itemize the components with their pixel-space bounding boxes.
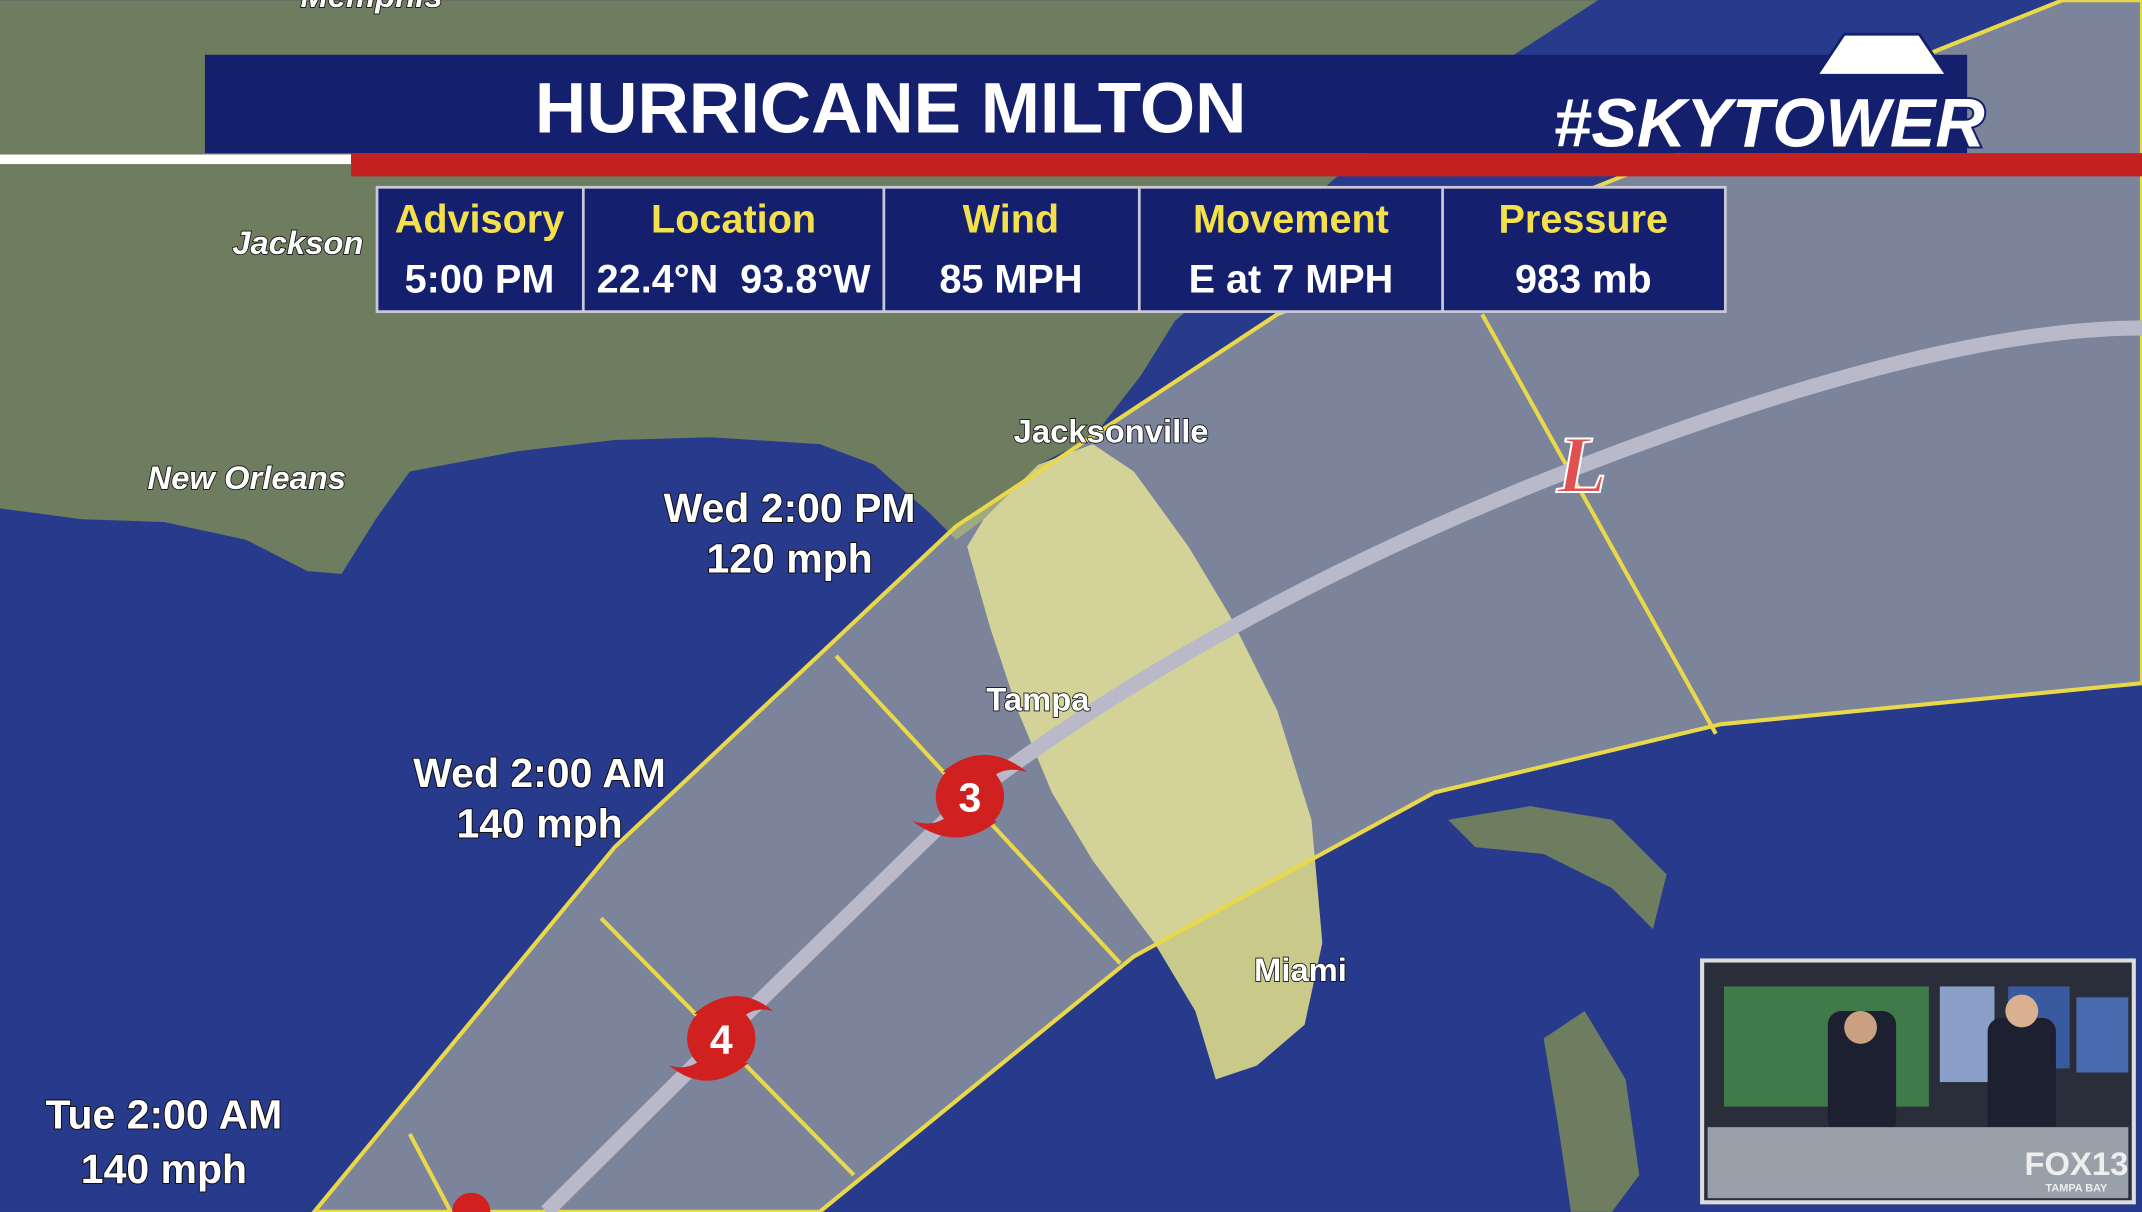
table-heading: Advisory (395, 197, 565, 241)
title-bar (204, 54, 1968, 154)
low-marker: L (1556, 419, 1607, 510)
storm-icon: 3 (912, 754, 1028, 838)
brand: #SKYTOWER (1553, 85, 1984, 161)
city-label: New Orleans (148, 459, 346, 496)
table-heading: Wind (963, 197, 1059, 241)
forecast-time: Wed 2:00 AM (413, 750, 666, 796)
bahamas (1543, 1011, 1640, 1212)
storm-category: 4 (710, 1016, 733, 1062)
table-heading: Pressure (1498, 197, 1668, 241)
forecast-time: Tue 2:00 AM (46, 1092, 283, 1138)
city-label: Tampa (986, 681, 1090, 718)
forecast-wind: 140 mph (81, 1146, 247, 1192)
forecast-time: Wed 2:00 PM (664, 485, 916, 531)
forecast-wind: 140 mph (456, 801, 622, 847)
table-heading: Location (651, 197, 816, 241)
storm-icon-partial (452, 1192, 491, 1212)
storm-category: 3 (959, 775, 982, 821)
city-label: Jacksonville (1014, 413, 1209, 450)
table-value: 22.4°N 93.8°W (597, 257, 871, 301)
city-label: Jackson (232, 224, 363, 261)
forecast-wind: 120 mph (706, 536, 872, 582)
cuba (1448, 806, 1667, 930)
table-heading: Movement (1193, 197, 1389, 241)
station-sublogo: TAMPA BAY (2046, 1182, 2109, 1194)
city-label: Miami (1254, 951, 1347, 988)
table-value: 5:00 PM (405, 257, 555, 301)
studio-inset: FOX13 TAMPA BAY (1700, 958, 2136, 1205)
table-value: E at 7 MPH (1189, 257, 1394, 301)
advisory-table: Advisory 5:00 PM Location 22.4°N 93.8°W … (375, 185, 1727, 313)
brand-logo: #SKYTOWER (1551, 32, 1987, 163)
table-value: 85 MPH (939, 257, 1082, 301)
red-stripe (351, 153, 2142, 177)
station-logo: FOX13 (2025, 1145, 2129, 1182)
florida (967, 444, 1323, 1080)
forecast-track (541, 320, 2142, 1212)
table-value: 983 mb (1515, 257, 1652, 301)
storm-icon: 4 (669, 995, 774, 1081)
city-label: Memphis (301, 0, 443, 14)
title: HURRICANE MILTON (535, 70, 1246, 149)
white-stripe (0, 154, 352, 165)
